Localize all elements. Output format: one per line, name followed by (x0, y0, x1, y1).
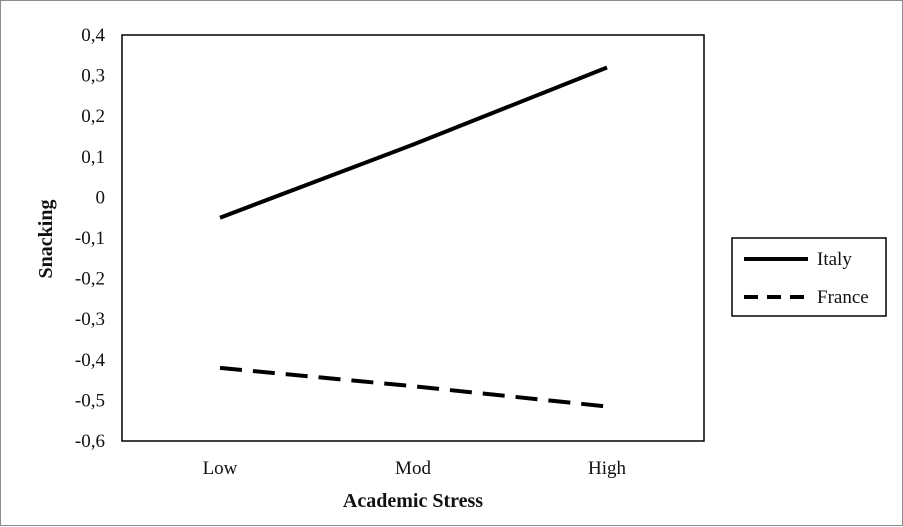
y-tick-label: -0,6 (75, 431, 105, 452)
x-tick-label: Low (203, 458, 238, 479)
y-tick-label: -0,3 (75, 309, 105, 330)
series-lines (219, 65, 608, 409)
y-tick-label: 0,2 (81, 106, 105, 127)
y-axis-title: Snacking (35, 200, 57, 279)
y-tick-labels: 0,4 0,3 0,2 0,1 0 -0,1 -0,2 -0,3 -0,4 -0,5 -0,6 (75, 25, 106, 452)
y-tick-label: -0,1 (75, 228, 105, 249)
legend-france-label: France (817, 287, 869, 308)
x-tick-label: High (588, 458, 627, 479)
x-tick-labels: Low Mod High (203, 458, 627, 479)
series-line-italy (219, 65, 608, 220)
plot-area (121, 34, 705, 442)
x-axis-title: Academic Stress (343, 490, 483, 512)
legend-box (731, 237, 887, 317)
y-tick-label: -0,2 (75, 269, 105, 290)
x-tick-label: Mod (395, 458, 431, 479)
y-tick-label: -0,5 (75, 390, 105, 411)
y-tick-label: 0,4 (81, 25, 105, 46)
legend-italy-label: Italy (817, 249, 852, 270)
y-tick-label: 0 (96, 187, 106, 208)
legend: Italy France (731, 237, 887, 317)
y-tick-label: -0,4 (75, 350, 106, 371)
y-tick-label: 0,3 (81, 66, 105, 87)
y-tick-label: 0,1 (81, 147, 105, 168)
